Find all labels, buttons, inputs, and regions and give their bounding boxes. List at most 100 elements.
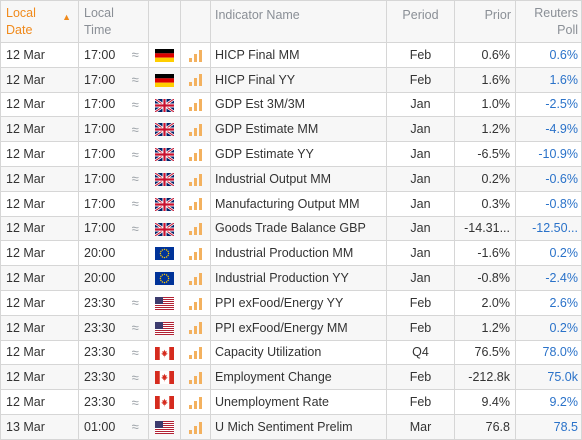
- canada-flag-icon: [155, 371, 174, 385]
- reuters-poll-cell: 0.2%: [515, 240, 582, 267]
- local-date-cell: 12 Mar: [0, 240, 79, 267]
- local-date-cell: 13 Mar: [0, 413, 79, 440]
- local-time-cell: 17:00: [78, 116, 123, 143]
- impact-bars-icon: [189, 99, 202, 112]
- table-row[interactable]: 12 Mar 17:00 ≈ GDP Est 3M/3M Jan 1.0% -2…: [0, 91, 582, 118]
- indicator-name-cell[interactable]: PPI exFood/Energy MM: [210, 314, 387, 341]
- indicator-name-cell[interactable]: HICP Final MM: [210, 42, 387, 68]
- approximate-icon: ≈: [122, 190, 149, 217]
- column-header-label: Local Time: [84, 5, 114, 37]
- table-row[interactable]: 12 Mar 17:00 ≈ Manufacturing Output MM J…: [0, 190, 582, 217]
- impact-bars-icon: [189, 148, 202, 161]
- table-row[interactable]: 12 Mar 23:30 ≈ Unemployment Rate Feb 9.4…: [0, 389, 582, 415]
- approximate-icon: ≈: [122, 339, 149, 366]
- impact-bars-icon: [189, 371, 202, 384]
- local-time-cell: 17:00: [78, 141, 123, 167]
- table-row[interactable]: 12 Mar 20:00 Industrial Production MM Ja…: [0, 240, 582, 267]
- table-row[interactable]: 12 Mar 23:30 ≈ Employment Change Feb -21…: [0, 364, 582, 391]
- local-date-cell: 12 Mar: [0, 265, 79, 291]
- period-cell: Jan: [386, 165, 455, 192]
- approximate-icon: ≈: [122, 413, 149, 440]
- reuters-poll-cell: 0.6%: [515, 42, 582, 68]
- table-row[interactable]: 12 Mar 17:00 ≈ HICP Final YY Feb 1.6% 1.…: [0, 66, 582, 93]
- indicator-name-cell[interactable]: GDP Estimate YY: [210, 141, 387, 167]
- indicator-name-cell[interactable]: Industrial Production YY: [210, 265, 387, 291]
- local-time-cell: 23:30: [78, 389, 123, 415]
- approximate-icon: [122, 240, 149, 267]
- impact-bars-icon: [189, 396, 202, 409]
- local-date-cell: 12 Mar: [0, 42, 79, 68]
- column-header-impact: [180, 0, 211, 43]
- column-header-label: Period: [402, 8, 439, 22]
- reuters-poll-cell: -10.9%: [515, 141, 582, 167]
- approximate-icon: ≈: [122, 289, 149, 316]
- uk-flag-icon: [155, 98, 174, 112]
- period-cell: Mar: [386, 413, 455, 440]
- local-date-cell: 12 Mar: [0, 116, 79, 143]
- prior-cell: 1.2%: [454, 116, 516, 143]
- table-row[interactable]: 12 Mar 17:00 ≈ Industrial Output MM Jan …: [0, 165, 582, 192]
- indicator-name-cell[interactable]: GDP Estimate MM: [210, 116, 387, 143]
- us-flag-icon: [155, 420, 174, 434]
- period-cell: Jan: [386, 240, 455, 267]
- reuters-poll-cell: 1.6%: [515, 66, 582, 93]
- canada-flag-icon: [155, 396, 174, 410]
- column-header-period[interactable]: Period: [386, 0, 455, 43]
- column-header-label: Indicator Name: [215, 8, 300, 22]
- local-time-cell: 17:00: [78, 165, 123, 192]
- prior-cell: -1.6%: [454, 240, 516, 267]
- indicator-name-cell[interactable]: Capacity Utilization: [210, 339, 387, 366]
- approximate-icon: ≈: [122, 314, 149, 341]
- prior-cell: 0.3%: [454, 190, 516, 217]
- impact-bars-icon: [189, 272, 202, 285]
- approximate-icon: ≈: [122, 116, 149, 143]
- prior-cell: 1.2%: [454, 314, 516, 341]
- local-time-cell: 23:30: [78, 289, 123, 316]
- indicator-name-cell[interactable]: Unemployment Rate: [210, 389, 387, 415]
- indicator-name-cell[interactable]: Manufacturing Output MM: [210, 190, 387, 217]
- impact-bars-icon: [189, 49, 202, 62]
- germany-flag-icon: [155, 49, 174, 62]
- local-date-cell: 12 Mar: [0, 190, 79, 217]
- table-row[interactable]: 13 Mar 01:00 ≈ U Mich Sentiment Prelim M…: [0, 413, 582, 440]
- indicator-name-cell[interactable]: HICP Final YY: [210, 66, 387, 93]
- indicator-name-cell[interactable]: Industrial Output MM: [210, 165, 387, 192]
- table-row[interactable]: 12 Mar 17:00 ≈ GDP Estimate YY Jan -6.5%…: [0, 141, 582, 167]
- uk-flag-icon: [155, 148, 174, 162]
- sort-ascending-icon[interactable]: ▲: [62, 12, 71, 22]
- column-header-prior[interactable]: Prior: [454, 0, 516, 43]
- period-cell: Feb: [386, 289, 455, 316]
- table-row[interactable]: 12 Mar 17:00 ≈ Goods Trade Balance GBP J…: [0, 215, 582, 242]
- local-time-cell: 17:00: [78, 190, 123, 217]
- impact-bars-icon: [189, 198, 202, 211]
- approximate-icon: ≈: [122, 165, 149, 192]
- prior-cell: 1.0%: [454, 91, 516, 118]
- column-header-local-date[interactable]: Local Date ▲: [0, 0, 79, 43]
- reuters-poll-cell: 9.2%: [515, 389, 582, 415]
- indicator-name-cell[interactable]: Industrial Production MM: [210, 240, 387, 267]
- column-header-indicator-name[interactable]: Indicator Name: [210, 0, 387, 43]
- table-row[interactable]: 12 Mar 17:00 ≈ GDP Estimate MM Jan 1.2% …: [0, 116, 582, 143]
- column-header-reuters-poll[interactable]: Reuters Poll: [515, 0, 582, 43]
- reuters-poll-cell: 0.2%: [515, 314, 582, 341]
- approximate-icon: ≈: [122, 91, 149, 118]
- local-time-cell: 23:30: [78, 339, 123, 366]
- indicator-name-cell[interactable]: Employment Change: [210, 364, 387, 391]
- table-row[interactable]: 12 Mar 17:00 ≈ HICP Final MM Feb 0.6% 0.…: [0, 42, 582, 68]
- table-row[interactable]: 12 Mar 23:30 ≈ Capacity Utilization Q4 7…: [0, 339, 582, 366]
- indicator-name-cell[interactable]: PPI exFood/Energy YY: [210, 289, 387, 316]
- column-header-label: Local Date: [6, 5, 36, 37]
- local-time-cell: 01:00: [78, 413, 123, 440]
- indicator-name-cell[interactable]: GDP Est 3M/3M: [210, 91, 387, 118]
- period-cell: Feb: [386, 314, 455, 341]
- reuters-poll-cell: -0.6%: [515, 165, 582, 192]
- indicator-name-cell[interactable]: U Mich Sentiment Prelim: [210, 413, 387, 440]
- column-header-local-time[interactable]: Local Time: [78, 0, 149, 43]
- local-time-cell: 20:00: [78, 240, 123, 267]
- indicator-name-cell[interactable]: Goods Trade Balance GBP: [210, 215, 387, 242]
- local-date-cell: 12 Mar: [0, 141, 79, 167]
- table-row[interactable]: 12 Mar 23:30 ≈ PPI exFood/Energy MM Feb …: [0, 314, 582, 341]
- table-row[interactable]: 12 Mar 20:00 Industrial Production YY Ja…: [0, 265, 582, 291]
- table-row[interactable]: 12 Mar 23:30 ≈ PPI exFood/Energy YY Feb …: [0, 289, 582, 316]
